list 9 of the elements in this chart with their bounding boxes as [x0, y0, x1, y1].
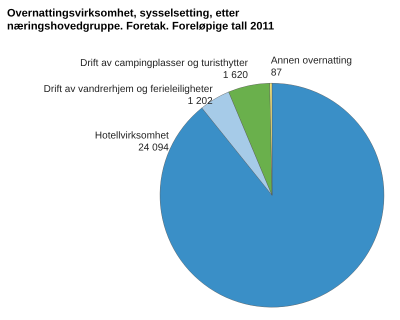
data-label: 87 [270, 68, 282, 79]
data-label: 24 094 [138, 142, 170, 154]
data-label: 1 202 [188, 96, 214, 108]
data-label: 1 620 [222, 70, 248, 82]
slice-label: Drift av campingplasser og turisthytter [80, 58, 249, 70]
slice-label: Annen overnatting [270, 56, 352, 67]
slice-label: Hotellvirksomhet [94, 130, 170, 142]
slice-label: Drift av vandrerhjem og ferieleiligheter [44, 84, 214, 96]
chart-title: Overnattingsvirksomhet, sysselsetting, etter næringshovedgruppe. Foretak. Foreløpige tall 2011 [7, 8, 274, 32]
